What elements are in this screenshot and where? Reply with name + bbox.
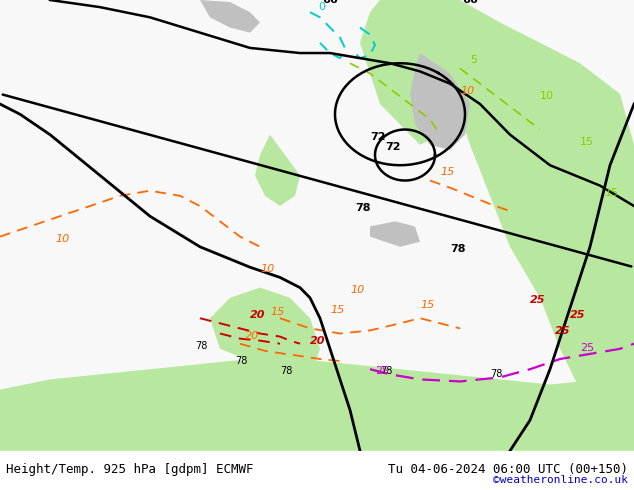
Text: 10: 10	[540, 91, 554, 101]
Polygon shape	[0, 0, 634, 451]
Text: 20: 20	[250, 310, 266, 320]
Polygon shape	[360, 0, 480, 145]
Text: Height/Temp. 925 hPa [gdpm] ECMWF: Height/Temp. 925 hPa [gdpm] ECMWF	[6, 463, 254, 476]
Text: 5: 5	[470, 55, 477, 65]
Polygon shape	[200, 0, 260, 33]
Text: 78: 78	[195, 341, 207, 351]
Text: 66: 66	[322, 0, 338, 5]
Polygon shape	[370, 221, 420, 247]
Polygon shape	[300, 0, 634, 410]
Text: 78: 78	[355, 203, 370, 213]
Text: 78: 78	[450, 244, 465, 254]
Text: Tu 04-06-2024 06:00 UTC (00+150): Tu 04-06-2024 06:00 UTC (00+150)	[387, 463, 628, 476]
Polygon shape	[210, 288, 320, 379]
Text: 72: 72	[385, 142, 401, 152]
Text: 78: 78	[235, 356, 247, 366]
Text: 25: 25	[555, 325, 571, 336]
Text: 78: 78	[280, 367, 292, 376]
Polygon shape	[255, 135, 300, 206]
Polygon shape	[410, 53, 470, 150]
Text: 15: 15	[605, 188, 619, 198]
Text: 15: 15	[270, 307, 284, 317]
Text: 20: 20	[245, 331, 259, 341]
Text: 15: 15	[420, 300, 434, 310]
Text: 15: 15	[580, 137, 594, 147]
Text: 66: 66	[462, 0, 478, 5]
Text: 15: 15	[330, 305, 344, 315]
Text: 25: 25	[530, 295, 545, 305]
Text: 25: 25	[580, 343, 594, 353]
Polygon shape	[0, 359, 634, 451]
Text: 25: 25	[570, 310, 586, 320]
Text: 78: 78	[490, 369, 502, 379]
Text: 15: 15	[440, 168, 454, 177]
Text: 10: 10	[350, 285, 365, 294]
Text: 10: 10	[55, 234, 69, 244]
Text: 0: 0	[318, 2, 325, 12]
Text: 20: 20	[310, 336, 325, 346]
Text: 10: 10	[260, 264, 275, 274]
Text: 78: 78	[380, 367, 392, 376]
Text: 10: 10	[460, 86, 474, 96]
Text: 72: 72	[370, 132, 385, 142]
Text: 25: 25	[375, 367, 389, 376]
Text: ©weatheronline.co.uk: ©weatheronline.co.uk	[493, 475, 628, 485]
